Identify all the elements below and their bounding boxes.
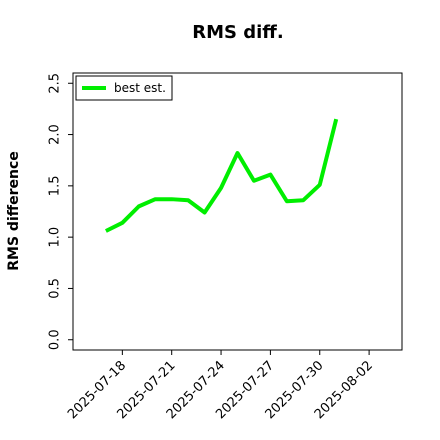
line-series <box>105 118 339 233</box>
y-tick-label: 0.0 <box>48 329 63 350</box>
y-tick-label: 2.5 <box>48 73 63 94</box>
y-tick-label: 2.0 <box>48 124 63 145</box>
chart-title: RMS diff. <box>192 22 283 43</box>
y-tick-label: 1.5 <box>48 176 63 197</box>
y-axis-label: RMS difference <box>6 151 22 271</box>
y-tick-label: 1.0 <box>48 227 63 248</box>
plot-frame <box>72 72 403 351</box>
legend-label: best est. <box>114 81 166 95</box>
y-tick-label: 0.5 <box>48 278 63 299</box>
